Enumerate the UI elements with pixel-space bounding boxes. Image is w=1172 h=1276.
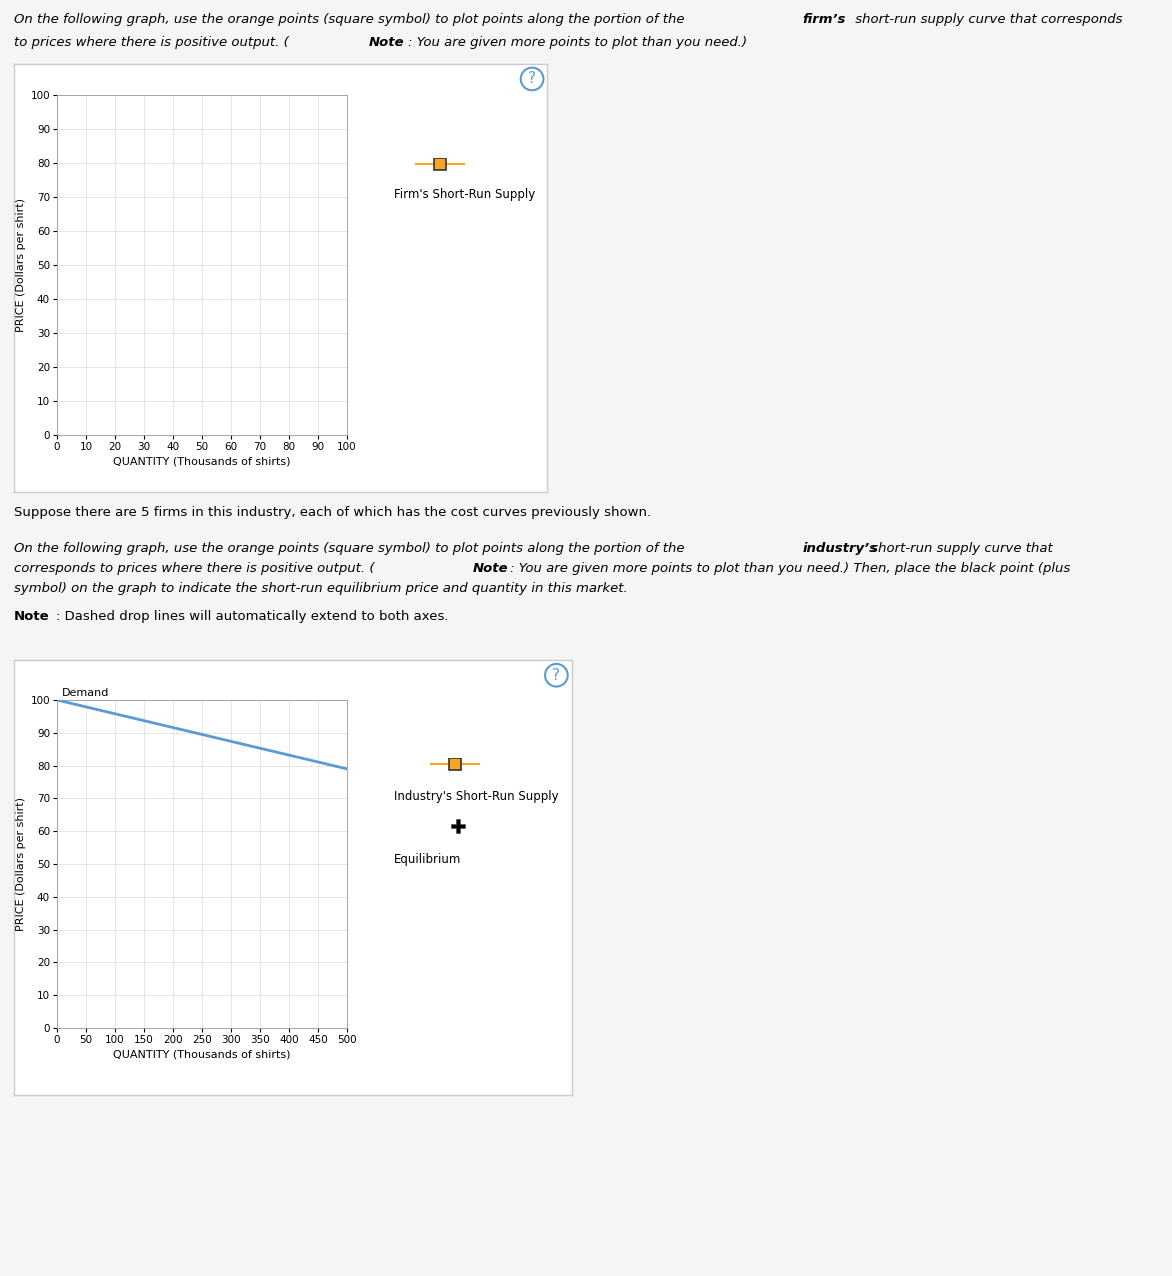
- Text: Note: Note: [369, 36, 404, 48]
- Text: Firm's Short-Run Supply: Firm's Short-Run Supply: [394, 188, 536, 202]
- Text: Note: Note: [472, 561, 507, 575]
- Text: : Dashed drop lines will automatically extend to both axes.: : Dashed drop lines will automatically e…: [56, 610, 449, 623]
- Text: : You are given more points to plot than you need.) Then, place the black point : : You are given more points to plot than…: [510, 561, 1070, 575]
- Text: corresponds to prices where there is positive output. (: corresponds to prices where there is pos…: [14, 561, 375, 575]
- Text: to prices where there is positive output. (: to prices where there is positive output…: [14, 36, 288, 48]
- Text: : You are given more points to plot than you need.): : You are given more points to plot than…: [408, 36, 747, 48]
- Text: On the following graph, use the orange points (square symbol) to plot points alo: On the following graph, use the orange p…: [14, 13, 689, 26]
- Text: On the following graph, use the orange points (square symbol) to plot points alo: On the following graph, use the orange p…: [14, 542, 689, 555]
- Text: short-run supply curve that corresponds: short-run supply curve that corresponds: [851, 13, 1123, 26]
- Text: Industry's Short-Run Supply: Industry's Short-Run Supply: [394, 790, 559, 803]
- Text: Note: Note: [14, 610, 49, 623]
- Text: firm’s: firm’s: [803, 13, 846, 26]
- Text: ?: ?: [552, 667, 560, 683]
- Text: industry’s: industry’s: [803, 542, 878, 555]
- Text: Suppose there are 5 firms in this industry, each of which has the cost curves pr: Suppose there are 5 firms in this indust…: [14, 507, 652, 519]
- Text: ?: ?: [529, 71, 536, 87]
- Text: symbol) on the graph to indicate the short-run equilibrium price and quantity in: symbol) on the graph to indicate the sho…: [14, 582, 628, 595]
- Text: Equilibrium: Equilibrium: [394, 852, 462, 866]
- Text: short-run supply curve that: short-run supply curve that: [867, 542, 1052, 555]
